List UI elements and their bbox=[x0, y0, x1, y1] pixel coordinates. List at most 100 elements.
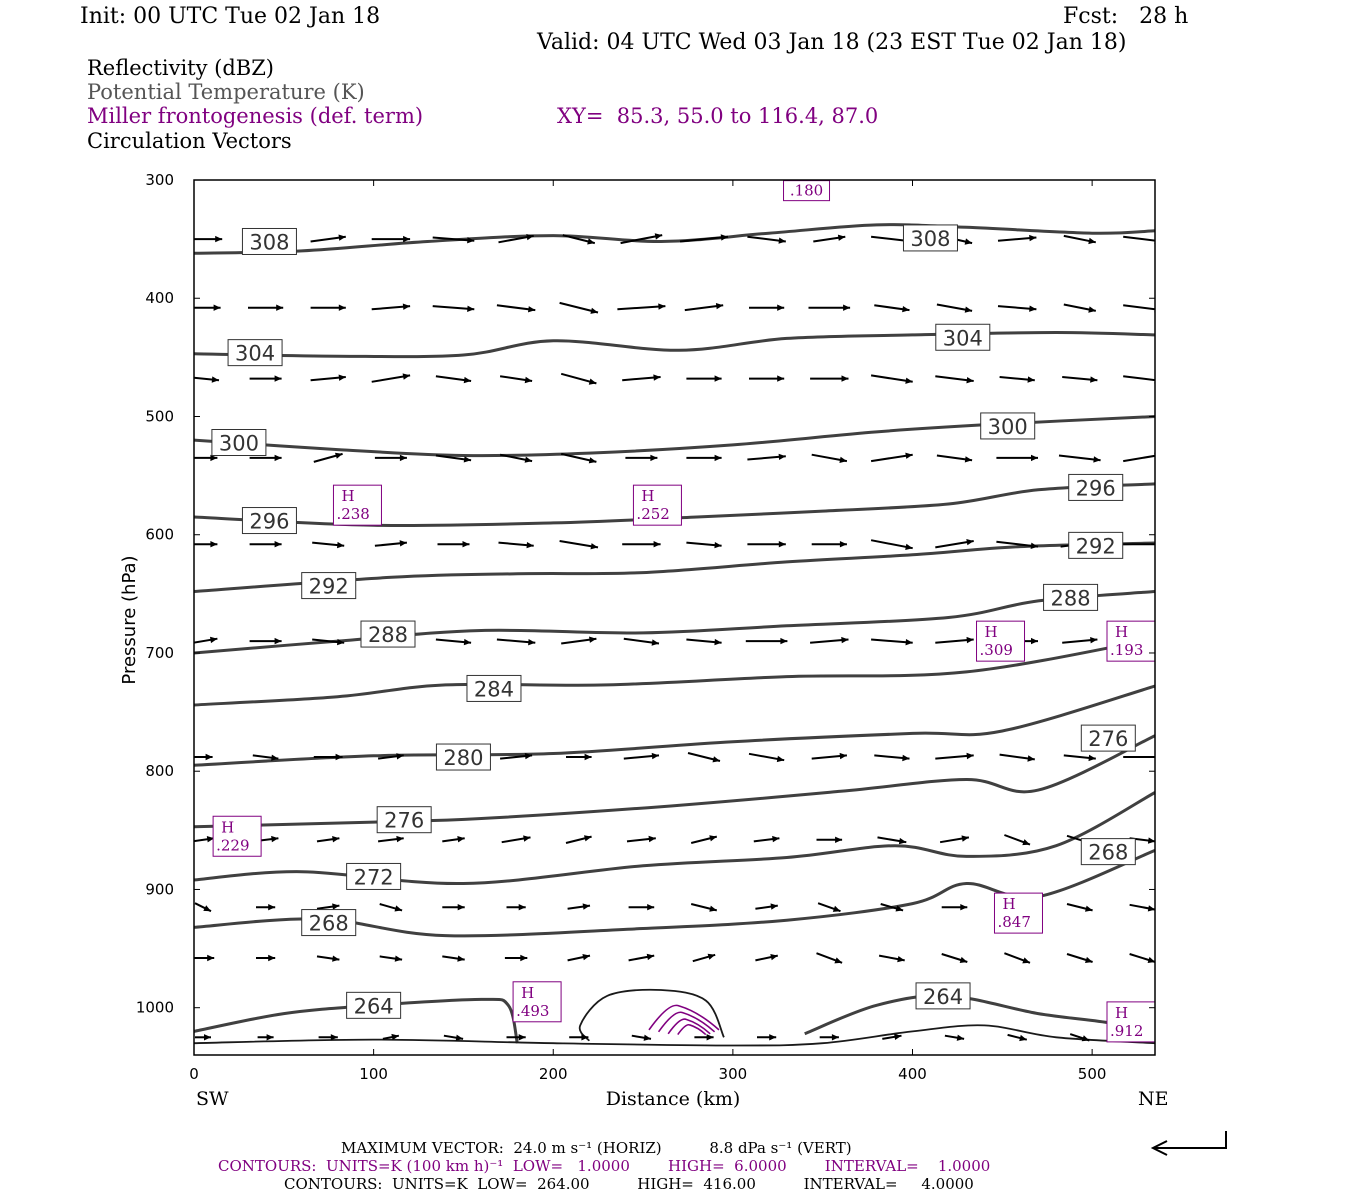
circulation-vector bbox=[499, 375, 533, 384]
theta-contour-label: 264 bbox=[346, 991, 402, 1019]
circulation-vector bbox=[944, 1034, 965, 1041]
x-axis-left-end-label: SW bbox=[196, 1088, 229, 1110]
svg-text:H: H bbox=[341, 487, 354, 505]
circulation-vector bbox=[559, 540, 599, 550]
circulation-vector bbox=[432, 305, 475, 312]
y-tick-label: 900 bbox=[145, 880, 174, 898]
circulation-vector bbox=[310, 304, 346, 311]
svg-text:.193: .193 bbox=[1110, 641, 1143, 659]
circulation-vector bbox=[631, 1034, 652, 1041]
x-axis: 0 100 200 300 400 500 bbox=[189, 180, 1106, 1083]
circulation-vector bbox=[569, 1034, 589, 1041]
circulation-vector bbox=[997, 234, 1037, 242]
circulation-vector bbox=[252, 754, 279, 761]
circulation-vector bbox=[870, 539, 913, 550]
svg-text:292: 292 bbox=[309, 575, 349, 599]
circulation-vector bbox=[506, 1034, 526, 1041]
circulation-vector bbox=[1129, 903, 1155, 912]
circulation-vector bbox=[1063, 303, 1096, 313]
circulation-vector bbox=[437, 541, 470, 548]
circulation-vector bbox=[623, 752, 660, 760]
svg-text:H: H bbox=[641, 487, 654, 505]
circulation-vector bbox=[432, 236, 475, 244]
circulation-vector bbox=[561, 636, 597, 645]
circulation-vector bbox=[498, 541, 534, 549]
circulation-vector bbox=[874, 754, 910, 762]
circulation-vector bbox=[1123, 452, 1155, 463]
circulation-vector bbox=[194, 836, 215, 843]
theta-contour-label: 280 bbox=[435, 743, 491, 771]
frontogenesis-maximum-label: H.193 bbox=[1106, 620, 1156, 662]
circulation-vector bbox=[687, 752, 721, 763]
circulation-vector bbox=[504, 954, 528, 962]
circulation-vector bbox=[565, 835, 592, 844]
forecast-hour: Fcst: 28 h bbox=[1063, 4, 1189, 29]
circulation-vector bbox=[692, 953, 716, 963]
circulation-vector bbox=[194, 304, 221, 311]
circulation-vector bbox=[747, 235, 786, 244]
svg-text:H: H bbox=[1002, 895, 1015, 913]
circulation-vector bbox=[1062, 376, 1098, 383]
circulation-vector bbox=[560, 452, 597, 464]
circulation-vector bbox=[312, 638, 345, 646]
svg-text:292: 292 bbox=[1076, 534, 1116, 558]
circulation-vector bbox=[810, 375, 849, 382]
theta-contour-line bbox=[194, 590, 1155, 655]
circulation-vector bbox=[690, 835, 718, 844]
y-tick-label: 600 bbox=[145, 526, 174, 544]
circulation-vector bbox=[379, 903, 403, 912]
svg-text:284: 284 bbox=[474, 677, 514, 701]
svg-text:.912: .912 bbox=[1110, 1022, 1143, 1040]
circulation-vector bbox=[442, 836, 465, 843]
circulation-vector bbox=[256, 954, 276, 962]
svg-text:276: 276 bbox=[1088, 727, 1128, 751]
theta-contour-line bbox=[194, 331, 1155, 359]
circulation-vector bbox=[377, 835, 404, 843]
circulation-vector bbox=[316, 955, 340, 962]
circulation-vector bbox=[874, 304, 910, 313]
circulation-vector bbox=[870, 374, 913, 384]
circulation-vector bbox=[757, 1034, 777, 1041]
x-axis-label: Distance (km) bbox=[606, 1088, 741, 1110]
circulation-vector bbox=[755, 903, 778, 910]
circulation-vector bbox=[816, 952, 843, 964]
frontogenesis-maximum-label: H.847 bbox=[993, 892, 1043, 934]
circulation-vector bbox=[374, 540, 407, 547]
circulation-vector bbox=[811, 752, 847, 760]
frontogenesis-maximum-label: .180 bbox=[783, 180, 831, 202]
circulation-vector bbox=[310, 374, 346, 382]
valid-time: Valid: 04 UTC Wed 03 Jan 18 (23 EST Tue … bbox=[537, 30, 1127, 55]
svg-text:.180: .180 bbox=[790, 182, 823, 200]
theta-contour-label: 296 bbox=[1068, 473, 1124, 501]
svg-text:308: 308 bbox=[249, 230, 289, 254]
circulation-vector bbox=[435, 638, 472, 646]
svg-text:.229: .229 bbox=[216, 836, 249, 854]
circulation-vector bbox=[748, 752, 785, 763]
frontogenesis-contour bbox=[667, 1018, 711, 1035]
theta-contour-note: CONTOURS: UNITS=K LOW= 264.00 HIGH= 416.… bbox=[284, 1175, 974, 1193]
circulation-vector bbox=[819, 1034, 839, 1041]
circulation-vector bbox=[567, 954, 591, 962]
circulation-vector bbox=[996, 454, 1038, 462]
circulation-vector bbox=[194, 235, 223, 243]
circulation-vector bbox=[694, 1034, 714, 1041]
svg-text:.252: .252 bbox=[636, 505, 669, 523]
circulation-vector bbox=[882, 1033, 902, 1040]
plot-frame bbox=[193, 179, 1156, 1056]
theta-contour-label: 292 bbox=[1068, 531, 1124, 559]
circulation-vector bbox=[999, 376, 1035, 383]
circulation-vector bbox=[1063, 754, 1096, 762]
circulation-vector bbox=[686, 454, 722, 462]
circulation-vector bbox=[622, 541, 661, 548]
cross-section-endpoints: XY= 85.3, 55.0 to 116.4, 87.0 bbox=[557, 104, 879, 128]
circulation-vector bbox=[566, 753, 592, 761]
circulation-vector bbox=[810, 636, 849, 644]
circulation-vector bbox=[811, 541, 847, 548]
circulation-vector bbox=[500, 752, 533, 760]
y-tick-label: 400 bbox=[145, 289, 174, 307]
circulation-vector bbox=[1063, 234, 1096, 245]
theta-contour-label: 308 bbox=[241, 227, 297, 255]
theta-contour-label: 296 bbox=[241, 507, 297, 535]
circulation-vector bbox=[443, 1034, 464, 1041]
circulation-vector bbox=[310, 234, 346, 243]
